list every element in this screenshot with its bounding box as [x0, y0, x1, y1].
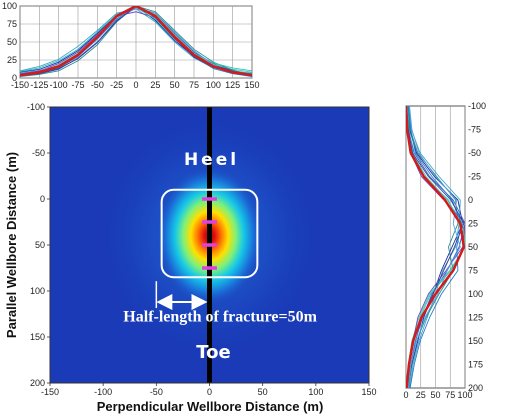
top-x-tick-label: 0: [133, 80, 138, 90]
side-y-tick-label: -100: [468, 101, 486, 111]
heatmap-y-tick-labels: -100 -50 0 50 100 150 200: [27, 102, 50, 388]
top-y-tick-label: 100: [2, 1, 17, 11]
top-x-tick-label: -150: [11, 80, 29, 90]
heatmap-y-tick-label: 50: [35, 240, 45, 250]
side-y-tick-label: 200: [468, 383, 483, 393]
heatmap-x-axis-title: Perpendicular Wellbore Distance (m): [97, 399, 324, 414]
side-x-tick-label: 100: [457, 390, 472, 400]
main-heatmap-panel: Heel Toe Half-length of fracture=50m -15…: [4, 102, 377, 414]
side-profile-line: [407, 106, 461, 388]
side-y-tick-label: -25: [468, 172, 481, 182]
fracture-stage-markers: [202, 197, 217, 270]
top-x-tick-label: 125: [225, 80, 240, 90]
top-profile-series: [20, 6, 252, 78]
side-profile-mean-line: [406, 106, 465, 388]
top-profile-mean-line: [20, 6, 252, 77]
heatmap-y-tick-label: 150: [30, 332, 45, 342]
half-length-label: Half-length of fracture=50m: [123, 308, 317, 325]
top-x-tick-label: 25: [150, 80, 160, 90]
side-x-tick-label: 25: [416, 390, 426, 400]
heatmap-y-tick-label: 200: [30, 378, 45, 388]
top-x-tick-label: -125: [30, 80, 48, 90]
side-profile-line: [406, 106, 464, 388]
side-x-tick-label: 50: [430, 390, 440, 400]
heatmap-x-tick-label: -150: [41, 387, 59, 397]
side-profile-y-tick-labels: -100 -75 -50 -25 0 25 50 75 100 125 150 175 200: [468, 101, 486, 393]
top-x-tick-label: -75: [71, 80, 84, 90]
side-profile-panel: 0 25 50 75 100 -100-75-50-250255075100125150…: [403, 101, 486, 400]
side-y-tick-label: 50: [468, 242, 478, 252]
top-y-tick-label: 25: [7, 55, 17, 65]
heel-label: Heel: [184, 150, 239, 170]
top-profile-line: [20, 6, 252, 78]
top-x-tick-label: -25: [110, 80, 123, 90]
heatmap-x-tick-label: -100: [94, 387, 112, 397]
side-profile-series: [406, 106, 465, 388]
heatmap-x-tick-labels: -150 -100 -50 0 50 100 150: [41, 383, 377, 397]
side-profile-line: [407, 106, 462, 388]
heatmap-y-tick-label: -100: [27, 102, 45, 112]
side-y-tick-label: 125: [468, 313, 483, 323]
side-y-tick-label: 75: [468, 266, 478, 276]
top-x-tick-label: -100: [50, 80, 68, 90]
top-y-tick-label: 75: [7, 19, 17, 29]
side-y-tick-label: 175: [468, 360, 483, 370]
side-profile-x-tick-labels: 0 25 50 75 100: [403, 390, 472, 400]
side-profile-grid: [405, 106, 466, 388]
heatmap-x-tick-label: 150: [361, 387, 376, 397]
heatmap-y-tick-label: 100: [30, 286, 45, 296]
side-profile-line: [406, 106, 465, 388]
top-profile-line: [20, 6, 252, 78]
side-y-tick-label: 100: [468, 289, 483, 299]
side-y-tick-label: -75: [468, 125, 481, 135]
top-x-tick-label: 150: [244, 80, 259, 90]
heatmap-y-tick-label: 0: [40, 194, 45, 204]
top-x-tick-label: 100: [206, 80, 221, 90]
top-y-tick-label: 50: [7, 37, 17, 47]
side-y-tick-label: 25: [468, 219, 478, 229]
top-y-tick-label: 0: [12, 73, 17, 83]
side-x-tick-label: 0: [403, 390, 408, 400]
top-x-tick-label: 50: [170, 80, 180, 90]
top-profile-line: [20, 6, 252, 72]
top-profile-y-tick-labels: 0 25 50 75 100: [2, 1, 17, 83]
heatmap-x-tick-label: 100: [308, 387, 323, 397]
side-y-tick-label: 0: [468, 195, 473, 205]
side-profile-line: [408, 106, 461, 388]
top-x-tick-label: 75: [189, 80, 199, 90]
top-profile-panel: -150 -125 -100 -75 -50 -25 0 25 50 75 100 125 150 0 2…: [2, 1, 260, 90]
heatmap-y-axis-title: Parallel Wellbore Distance (m): [4, 152, 19, 338]
heatmap-x-tick-label: -50: [150, 387, 163, 397]
top-profile-x-tick-labels: -150 -125 -100 -75 -50 -25 0 25 50 75 100 125 150: [11, 80, 260, 90]
heatmap-y-tick-label: -50: [32, 148, 45, 158]
top-x-tick-label: -50: [91, 80, 104, 90]
side-y-tick-label: -50: [468, 148, 481, 158]
side-x-tick-label: 75: [445, 390, 455, 400]
heatmap-x-tick-label: 50: [258, 387, 268, 397]
toe-label: Toe: [196, 342, 230, 363]
side-y-tick-label: 150: [468, 336, 483, 346]
fracture-extent-box: [160, 188, 259, 279]
heatmap-x-tick-label: 0: [207, 387, 212, 397]
